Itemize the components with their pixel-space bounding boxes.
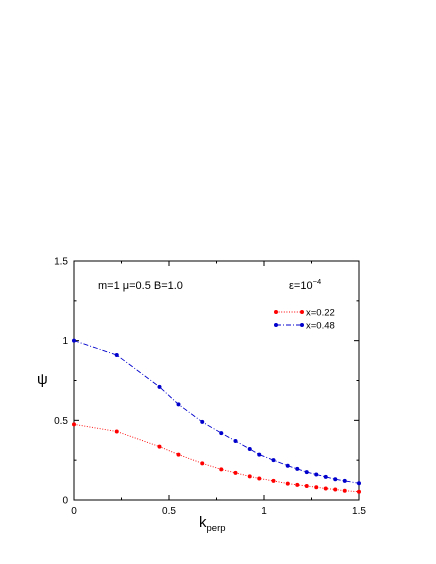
- epsilon-annotation: ε=10−4: [289, 277, 321, 292]
- x-axis-title-sub: perp: [207, 523, 226, 534]
- series-1-point: [176, 452, 181, 457]
- series-1-point: [233, 470, 238, 475]
- series-2-point: [114, 353, 119, 358]
- series-1-point: [333, 487, 338, 492]
- series-1-point: [342, 488, 347, 493]
- series-2-point: [357, 481, 361, 486]
- epsilon-annotation-exponent: −4: [313, 277, 322, 286]
- legend-marker-x048-end: [300, 323, 304, 327]
- series-2-point: [333, 477, 338, 482]
- axis-ticks: 0 0.5 1 1.5 0 0.5 1 1.5: [54, 257, 366, 518]
- series-1-point: [219, 467, 224, 472]
- series-2-point: [271, 458, 276, 463]
- series-1-point: [357, 489, 361, 494]
- y-tick-label: 0.5: [54, 416, 68, 427]
- legend: x=0.22 x=0.48: [274, 308, 335, 332]
- series-2-point: [233, 439, 238, 444]
- series-2-point: [200, 419, 205, 424]
- y-tick-label: 1.5: [54, 257, 68, 268]
- legend-marker-x048: [274, 323, 278, 327]
- series-1-point: [257, 476, 262, 481]
- series-1-point: [323, 486, 328, 491]
- series-1-point: [295, 482, 300, 487]
- series-2-point: [285, 463, 290, 468]
- series-line-2: [73, 340, 360, 484]
- legend-marker-x022: [274, 310, 278, 314]
- series-line-1: [73, 423, 360, 493]
- series-2-point: [304, 470, 309, 475]
- series-1-point: [314, 485, 319, 490]
- x-tick-label: 0.5: [162, 506, 176, 517]
- series-layer: [72, 338, 361, 494]
- y-tick-label: 1: [62, 336, 68, 347]
- series-1-point: [285, 481, 290, 486]
- series-1-point: [304, 483, 309, 488]
- series-1-point: [200, 461, 205, 466]
- series-1-point: [114, 429, 119, 434]
- series-2-point: [323, 474, 328, 479]
- series-2-point: [247, 447, 252, 452]
- x-tick-label: 0: [71, 506, 77, 517]
- x-tick-label: 1.5: [352, 506, 366, 517]
- series-2-point: [257, 452, 262, 457]
- parameters-annotation: m=1 μ=0.5 B=1.0: [98, 280, 183, 292]
- series-1-point: [271, 478, 276, 483]
- epsilon-annotation-base: ε=10: [289, 280, 313, 292]
- series-2-point: [72, 338, 76, 343]
- series-2-point: [295, 466, 300, 471]
- series-2-point: [176, 402, 181, 407]
- series-2-point: [342, 478, 347, 483]
- y-axis-title: ψ: [37, 371, 48, 388]
- series-1-point: [157, 444, 162, 449]
- x-tick-label: 1: [261, 506, 267, 517]
- plot-frame: [73, 260, 360, 501]
- y-tick-label: 0: [62, 496, 68, 507]
- series-2-point: [157, 384, 162, 389]
- series-2-point: [219, 431, 224, 436]
- legend-label-x048: x=0.48: [306, 321, 335, 332]
- x-axis-title-main: k: [199, 514, 207, 531]
- x-axis-title: kperp: [199, 514, 226, 534]
- legend-marker-x022-end: [300, 310, 304, 314]
- series-2-point: [314, 472, 319, 477]
- legend-label-x022: x=0.22: [306, 308, 335, 319]
- series-1-point: [72, 422, 76, 427]
- series-1-point: [247, 474, 252, 479]
